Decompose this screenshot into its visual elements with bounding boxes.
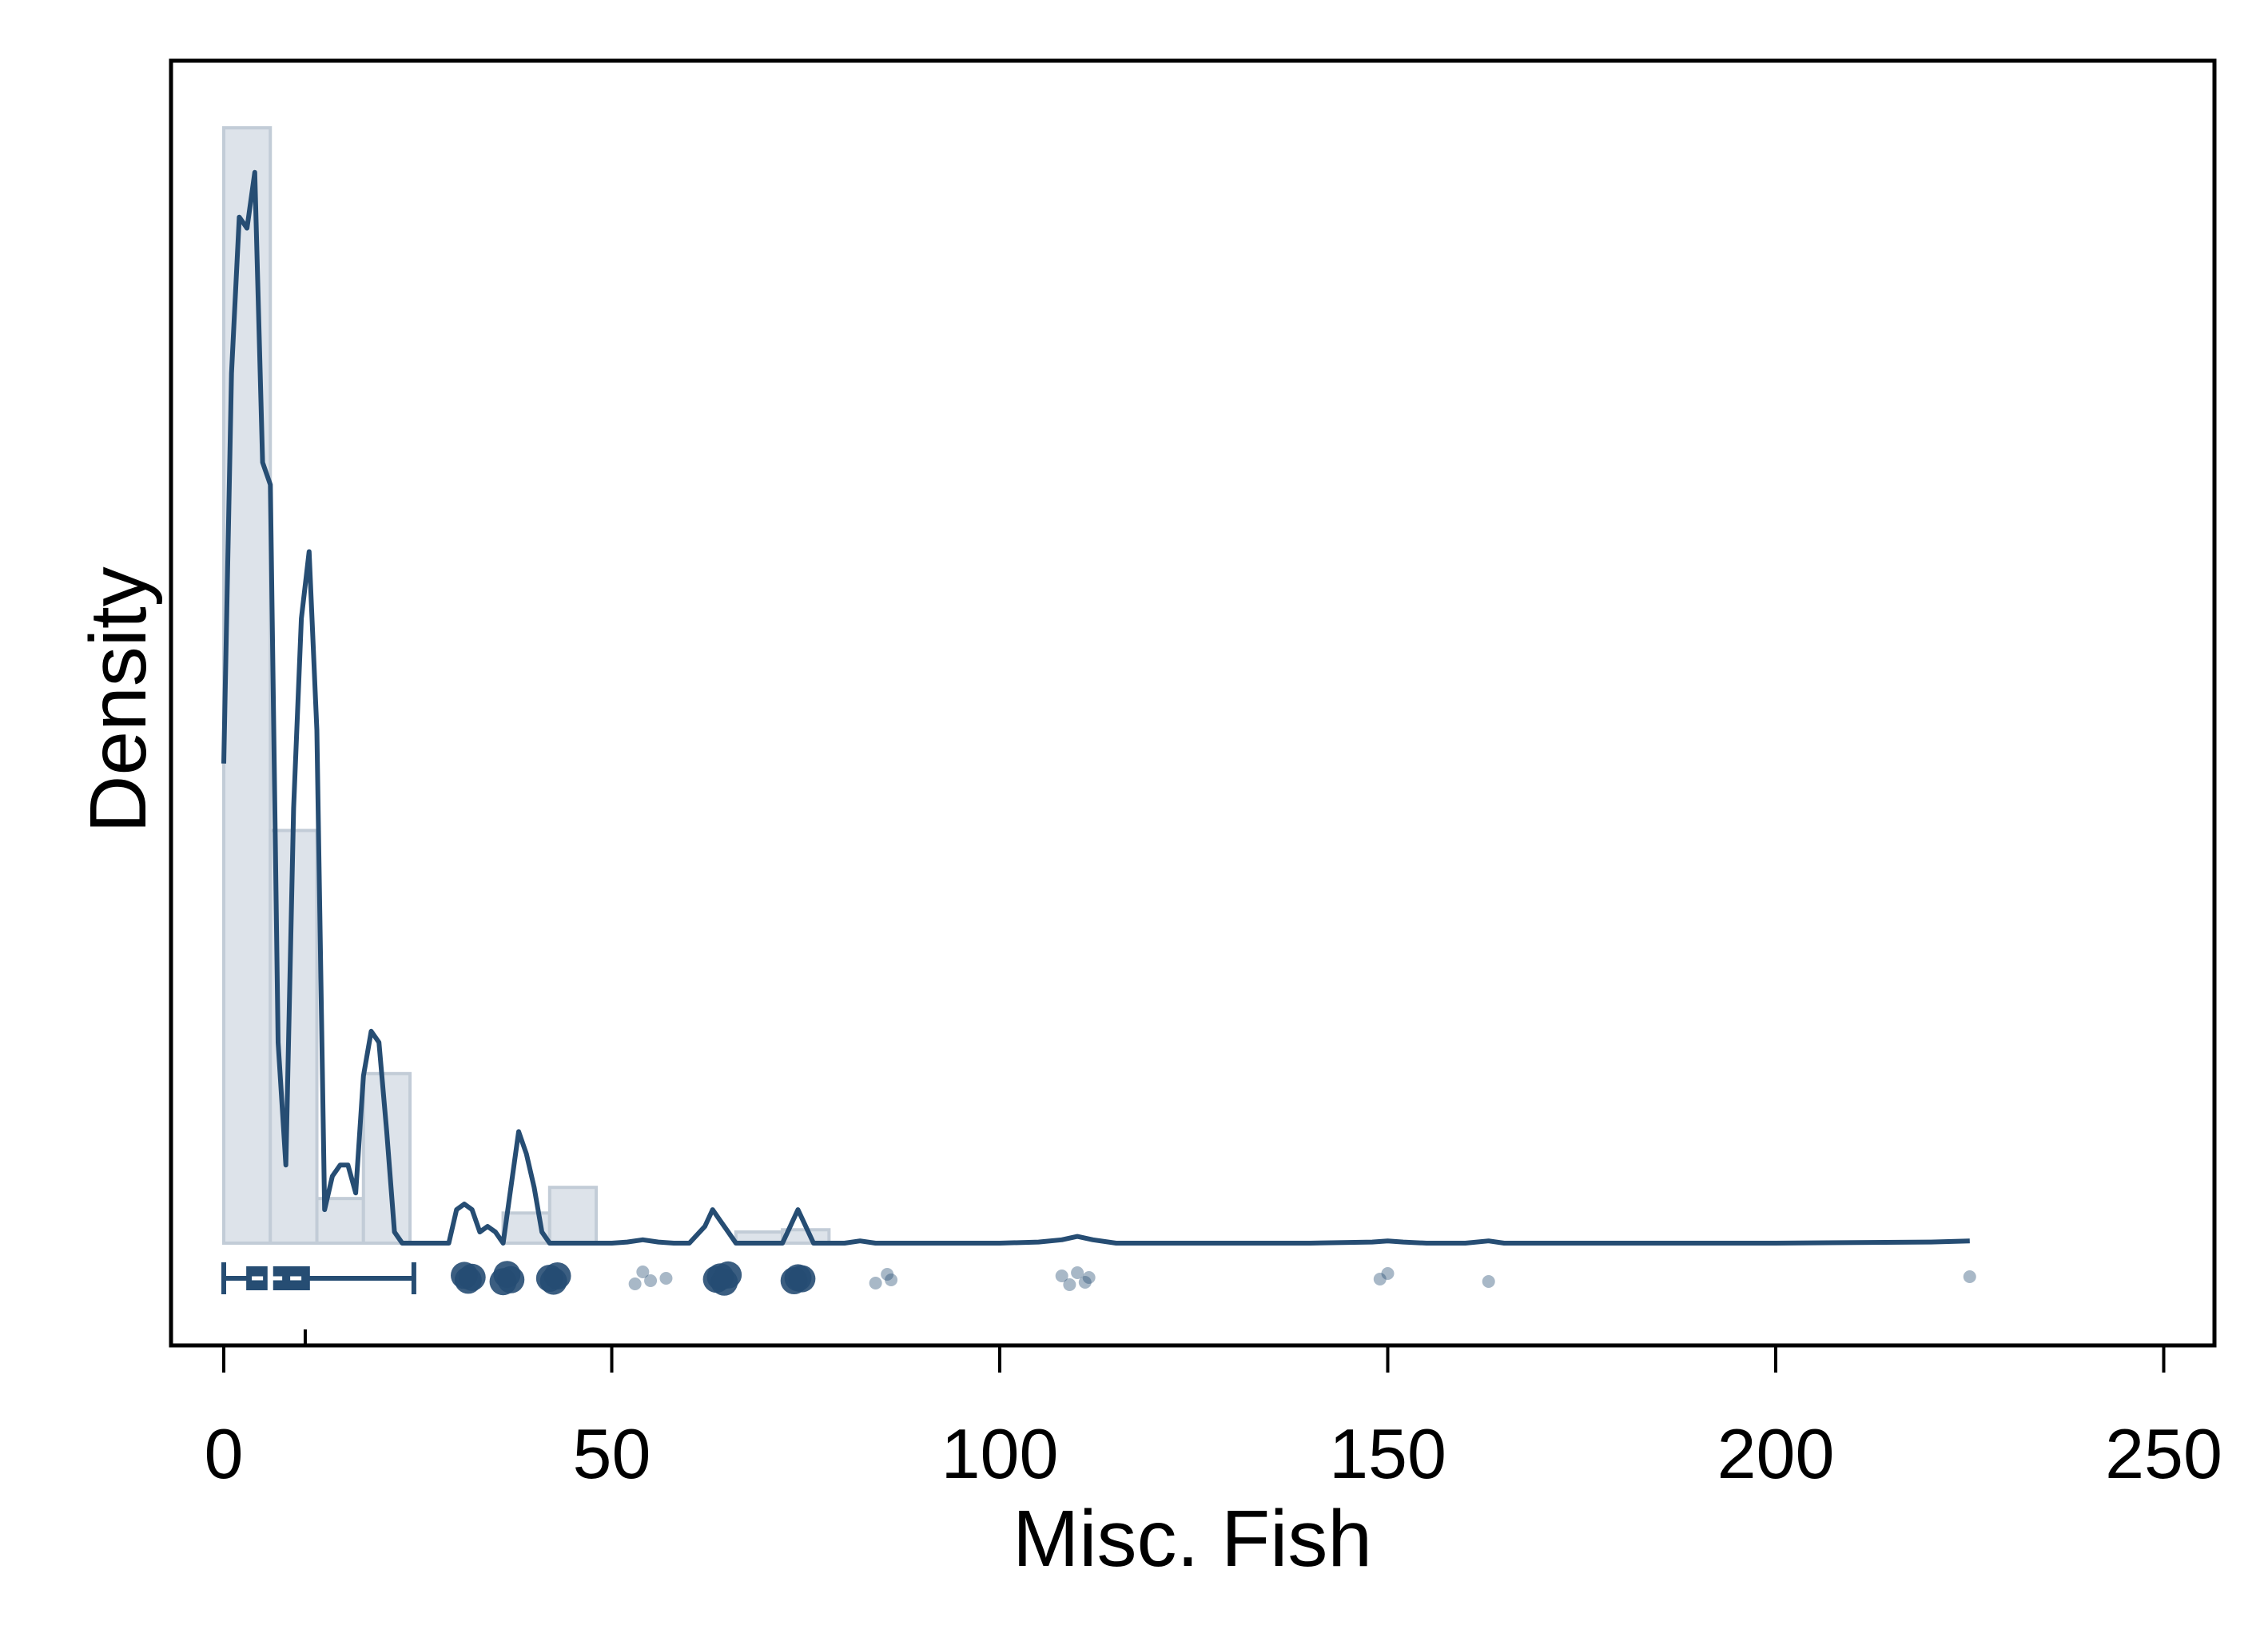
strip-point bbox=[1963, 1270, 1976, 1283]
strip-point bbox=[869, 1277, 882, 1289]
strip-point bbox=[1082, 1271, 1096, 1284]
density-curve-group bbox=[221, 169, 1970, 1246]
x-axis-title: Misc. Fish bbox=[1013, 1494, 1372, 1583]
strip-points bbox=[451, 1261, 1976, 1296]
density-curve bbox=[221, 169, 1970, 1246]
y-axis-title: Density bbox=[74, 566, 163, 832]
x-tick-label: 50 bbox=[573, 1414, 651, 1493]
strip-point bbox=[1373, 1273, 1387, 1285]
strip-point bbox=[1055, 1270, 1068, 1282]
x-axis: 0 50 100 150 200 250 bbox=[205, 1329, 2222, 1493]
strip-point bbox=[628, 1277, 642, 1290]
x-tick-label: 200 bbox=[1717, 1414, 1835, 1493]
x-tick-label: 250 bbox=[2105, 1414, 2222, 1493]
strip-point bbox=[1063, 1278, 1076, 1291]
x-tick-label: 150 bbox=[1329, 1414, 1446, 1493]
plot-frame bbox=[169, 58, 2217, 1348]
strip-point bbox=[543, 1262, 571, 1289]
strip-point bbox=[1071, 1266, 1084, 1279]
strip-point bbox=[458, 1263, 486, 1291]
strip-point bbox=[714, 1261, 742, 1289]
strip-point bbox=[644, 1274, 658, 1287]
strip-point bbox=[659, 1272, 673, 1285]
strip-point bbox=[788, 1265, 816, 1293]
x-tick-label: 100 bbox=[941, 1414, 1059, 1493]
strip-point bbox=[881, 1268, 894, 1281]
x-tick-label: 0 bbox=[205, 1414, 244, 1493]
strip-point bbox=[1381, 1267, 1395, 1280]
strip-point bbox=[497, 1266, 525, 1293]
histogram-bar bbox=[222, 126, 273, 1245]
histogram-bar bbox=[547, 1186, 599, 1245]
strip-point bbox=[885, 1274, 898, 1286]
strip-point bbox=[636, 1266, 650, 1278]
strip-point bbox=[1078, 1276, 1092, 1289]
strip-point bbox=[1482, 1275, 1495, 1288]
boxplot-group bbox=[221, 1262, 416, 1294]
